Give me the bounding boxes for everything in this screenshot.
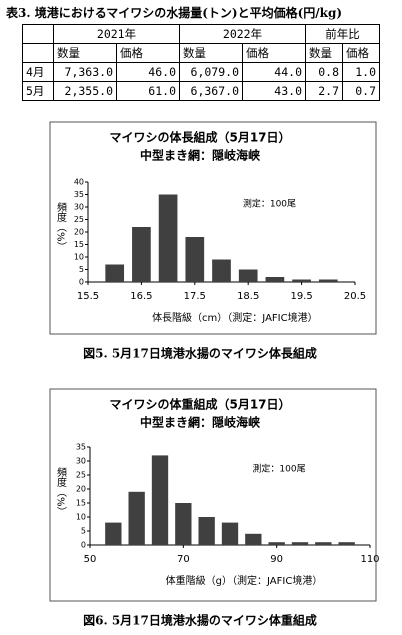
cell: 0.7 xyxy=(342,81,380,101)
cell: 1.0 xyxy=(342,62,380,82)
table-row: 2021年 2022年 前年比 xyxy=(22,24,380,44)
column-header: 数量 xyxy=(53,43,117,63)
cell: 7,363.0 xyxy=(53,62,117,82)
bar xyxy=(151,455,169,545)
column-header: 価格 xyxy=(116,43,180,63)
bar xyxy=(318,279,338,282)
group-header: 前年比 xyxy=(305,24,380,44)
bar xyxy=(265,277,285,282)
bar xyxy=(221,522,239,545)
y-tick-label: 40 xyxy=(74,178,84,187)
x-axis-label: 体重階級（g）（測定：JAFIC境港） xyxy=(166,574,323,587)
x-tick-label: 90 xyxy=(270,554,283,565)
y-tick-label: 30 xyxy=(76,457,86,466)
y-tick-label: 15 xyxy=(74,240,84,249)
bar xyxy=(212,259,231,282)
bar xyxy=(238,269,258,282)
bar xyxy=(268,542,285,545)
cell: 2,355.0 xyxy=(53,81,117,101)
y-axis-label: 頻度（%） xyxy=(55,201,67,252)
x-tick-label: 19.5 xyxy=(290,291,312,302)
bar xyxy=(245,533,262,545)
bar xyxy=(105,522,122,545)
figure-caption: 図6. 5月17日境港水揚のマイワシ体重組成 xyxy=(83,613,317,628)
data-table: 2021年 2022年 前年比 数量 価格 数量 価格 数量 価格 4月 7,363.0 46.0 6,… xyxy=(22,24,380,101)
bar xyxy=(158,194,178,282)
annotation: 測定：100尾 xyxy=(243,198,296,210)
bar xyxy=(105,264,125,282)
y-tick-label: 0 xyxy=(81,541,86,550)
column-header: 数量 xyxy=(305,43,343,63)
y-tick-label: 5 xyxy=(81,527,86,536)
cell: 44.0 xyxy=(242,62,306,82)
cell: 43.0 xyxy=(242,81,306,101)
bar xyxy=(128,491,145,545)
table-row: 5月 2,355.0 61.0 6,367.0 43.0 2.7 0.7 xyxy=(22,81,380,101)
y-tick-label: 30 xyxy=(74,203,84,212)
empty-cell xyxy=(22,43,54,63)
figure-caption: 図5. 5月17日境港水揚のマイワシ体長組成 xyxy=(83,346,317,361)
y-tick-label: 5 xyxy=(79,265,84,274)
group-header: 2021年 xyxy=(53,24,180,44)
y-tick-label: 15 xyxy=(76,499,86,508)
cell: 6,079.0 xyxy=(179,62,243,82)
bar xyxy=(132,227,151,282)
bar xyxy=(198,517,215,545)
table-row: 数量 価格 数量 価格 数量 価格 xyxy=(22,43,380,63)
chart-subtitle: 中型まき網：隠岐海峡 xyxy=(140,148,260,163)
bar xyxy=(292,279,311,282)
y-tick-label: 10 xyxy=(76,513,86,522)
table-row: 4月 7,363.0 46.0 6,079.0 44.0 0.8 1.0 xyxy=(22,62,380,82)
annotation: 測定：100尾 xyxy=(252,463,305,475)
chart-frame xyxy=(49,121,377,335)
y-tick-label: 25 xyxy=(76,471,86,480)
row-header: 5月 xyxy=(22,81,54,101)
cell: 61.0 xyxy=(116,81,180,101)
column-header: 価格 xyxy=(242,43,306,63)
cell: 6,367.0 xyxy=(179,81,243,101)
cell: 0.8 xyxy=(305,62,343,82)
chart-title: マイワシの体長組成（5月17日） xyxy=(109,130,290,145)
x-tick-label: 18.5 xyxy=(237,291,259,302)
x-tick-label: 50 xyxy=(84,554,97,565)
x-tick-label: 110 xyxy=(360,554,379,565)
y-tick-label: 20 xyxy=(74,228,84,237)
table-title: 表3. 境港におけるマイワシの水揚量(トン)と平均価格(円/kg) xyxy=(6,6,343,20)
y-tick-label: 20 xyxy=(76,485,86,494)
x-tick-label: 15.5 xyxy=(77,291,99,302)
x-axis-label: 体長階級（cm）（測定：JAFIC境港） xyxy=(152,311,318,324)
y-axis-label: 頻度（%） xyxy=(55,466,67,517)
bar xyxy=(175,503,192,545)
x-tick-label: 17.5 xyxy=(184,291,206,302)
chart-subtitle: 中型まき網：隠岐海峡 xyxy=(140,415,260,430)
bar xyxy=(315,542,332,545)
column-header: 価格 xyxy=(342,43,380,63)
bar xyxy=(185,237,205,282)
x-tick-label: 20.5 xyxy=(344,291,366,302)
y-tick-label: 10 xyxy=(74,253,84,262)
y-tick-label: 25 xyxy=(74,215,84,224)
empty-cell xyxy=(22,24,54,44)
x-tick-label: 70 xyxy=(177,554,190,565)
cell: 46.0 xyxy=(116,62,180,82)
x-tick-label: 16.5 xyxy=(130,291,152,302)
row-header: 4月 xyxy=(22,62,54,82)
y-tick-label: 35 xyxy=(74,190,84,199)
cell: 2.7 xyxy=(305,81,343,101)
bar xyxy=(338,542,355,545)
chart-frame xyxy=(49,388,377,602)
column-header: 数量 xyxy=(179,43,243,63)
y-tick-label: 0 xyxy=(79,278,84,287)
bar xyxy=(291,542,309,545)
group-header: 2022年 xyxy=(179,24,306,44)
chart-title: マイワシの体重組成（5月17日） xyxy=(109,397,290,412)
y-tick-label: 35 xyxy=(76,443,86,452)
